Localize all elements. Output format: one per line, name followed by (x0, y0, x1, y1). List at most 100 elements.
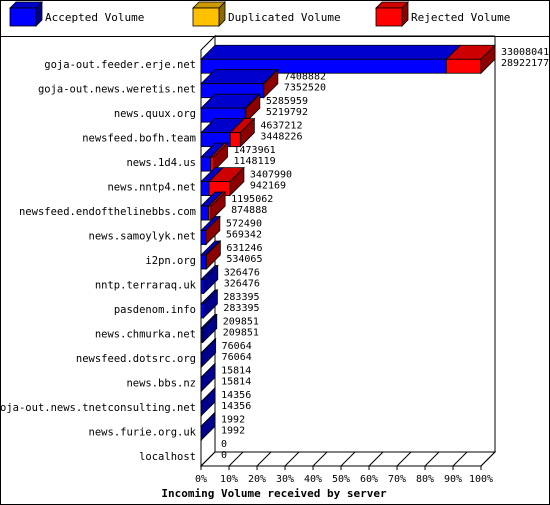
value-label-total: 283395 (223, 292, 259, 303)
value-label-accepted: 76064 (222, 352, 252, 363)
server-label: localhost (139, 451, 196, 463)
x-gridline (312, 451, 328, 467)
server-label: newsfeed.bofh.team (82, 133, 196, 145)
bar-end-face (203, 288, 218, 319)
bar-end-face (210, 191, 226, 222)
bar-news.bbs.nz (200, 362, 217, 393)
server-label: nntp.terraraq.uk (95, 279, 197, 291)
bar-end-face (480, 44, 496, 75)
bar-end-face (202, 313, 218, 344)
value-label-accepted: 0 (221, 450, 227, 461)
bar-news.nntp4.net (200, 166, 245, 197)
x-gridline (452, 451, 468, 467)
value-label-accepted: 15814 (221, 376, 251, 387)
server-label: news.bbs.nz (126, 377, 196, 389)
legend-swatch-top (9, 1, 43, 9)
legend-swatch-top (375, 1, 409, 9)
bar-end-face (205, 240, 221, 270)
x-gridline (396, 451, 412, 467)
bar-goja-out.feeder.erje.net (200, 44, 496, 75)
value-label-total: 1992 (221, 414, 245, 425)
bar-segment-accepted (200, 156, 212, 172)
bar-end-face (201, 337, 217, 368)
x-gridline (368, 451, 384, 467)
value-label-total: 3407990 (250, 170, 292, 181)
bar-end-face (239, 117, 255, 148)
value-label-accepted: 1148119 (234, 156, 276, 167)
bar-segment-accepted (200, 205, 209, 221)
server-label: goja-out.feeder.erje.net (44, 59, 196, 71)
value-label-accepted: 569342 (226, 230, 262, 241)
x-tick-label: 60% (360, 474, 378, 485)
bar-newsfeed.dotsrc.org (200, 337, 217, 368)
value-label-total: 7408882 (284, 72, 326, 83)
bar-end-face (200, 362, 216, 393)
bar-segment-accepted (200, 230, 207, 245)
bar-end-face (245, 93, 261, 124)
server-label: pasdenom.info (114, 304, 196, 316)
server-label: newsfeed.dotsrc.org (76, 353, 196, 365)
value-label-total: 15814 (221, 365, 251, 376)
server-label: news.chmurka.net (95, 328, 196, 340)
value-label-total: 326476 (224, 267, 260, 278)
bar-segment-accepted (200, 181, 210, 196)
server-label: goja-out.news.weretis.net (38, 84, 196, 96)
bar-i2pn.org (200, 240, 222, 270)
bar-end-face (200, 411, 216, 442)
bar-end-face (263, 68, 279, 99)
value-label-accepted: 28922177 (501, 58, 549, 69)
bar-goja-out.news.weretis.net (200, 68, 279, 99)
x-tick-label: 10% (220, 474, 238, 485)
value-label-accepted: 3448226 (260, 132, 302, 143)
server-label: news.nntp4.net (107, 182, 196, 194)
bar-goja-out.news.tnetconsulting.net (200, 386, 217, 417)
server-label: goja-out.news.tnetconsulting.net (0, 402, 196, 414)
value-label-accepted: 7352520 (284, 83, 326, 94)
value-label-total: 209851 (223, 316, 259, 327)
x-axis-title: Incoming Volume received by server (161, 487, 387, 500)
x-gridline (228, 451, 244, 467)
bar-newsfeed.endofthelinebbs.com (200, 191, 227, 222)
x-gridline (480, 451, 496, 467)
bar-end-face (213, 142, 228, 173)
bar-news.furie.org.uk (200, 411, 216, 442)
x-tick-label: 30% (276, 474, 294, 485)
value-label-accepted: 1992 (221, 425, 245, 436)
bar-news.chmurka.net (200, 313, 218, 344)
value-label-accepted: 326476 (224, 278, 260, 289)
value-label-total: 76064 (222, 341, 252, 352)
bar-end-face (203, 264, 219, 295)
bar-top-accepted (200, 44, 462, 60)
value-label-accepted: 5219792 (266, 107, 308, 118)
legend-swatch-top (192, 1, 226, 9)
value-label-total: 5285959 (266, 96, 308, 107)
legend-label-duplicated: Duplicated Volume (228, 11, 341, 24)
x-tick-label: 70% (388, 474, 406, 485)
value-label-total: 33008041 (501, 47, 549, 58)
server-label: news.furie.org.uk (89, 426, 197, 438)
bars-layer (200, 44, 496, 442)
value-label-accepted: 283395 (223, 303, 259, 314)
bar-nntp.terraraq.uk (200, 264, 219, 295)
legend: Accepted Volume Duplicated Volume Rejected… (9, 1, 510, 27)
value-label-total: 631246 (226, 243, 262, 254)
labels-layer: goja-out.feeder.erje.net 3300804128922177… (0, 47, 549, 463)
legend-label-rejected: Rejected Volume (411, 11, 510, 24)
legend-swatch-rejected (375, 7, 403, 27)
bar-pasdenom.info (200, 288, 219, 319)
server-label: news.quux.org (114, 108, 196, 120)
server-label: news.samoylyk.net (89, 231, 196, 243)
bar-end-face (229, 166, 245, 197)
value-label-total: 1195062 (231, 194, 273, 205)
x-tick-label: 80% (416, 474, 434, 485)
legend-swatch-accepted (9, 7, 37, 27)
value-label-accepted: 534065 (226, 254, 262, 265)
x-tick-label: 100% (469, 474, 493, 485)
value-label-total: 572490 (226, 219, 262, 230)
value-label-total: 1473961 (234, 145, 276, 156)
server-label: news.1d4.us (126, 157, 196, 169)
x-gridline (340, 451, 356, 467)
bar-news.1d4.us (200, 142, 229, 173)
bar-segment-rejected (208, 205, 212, 221)
